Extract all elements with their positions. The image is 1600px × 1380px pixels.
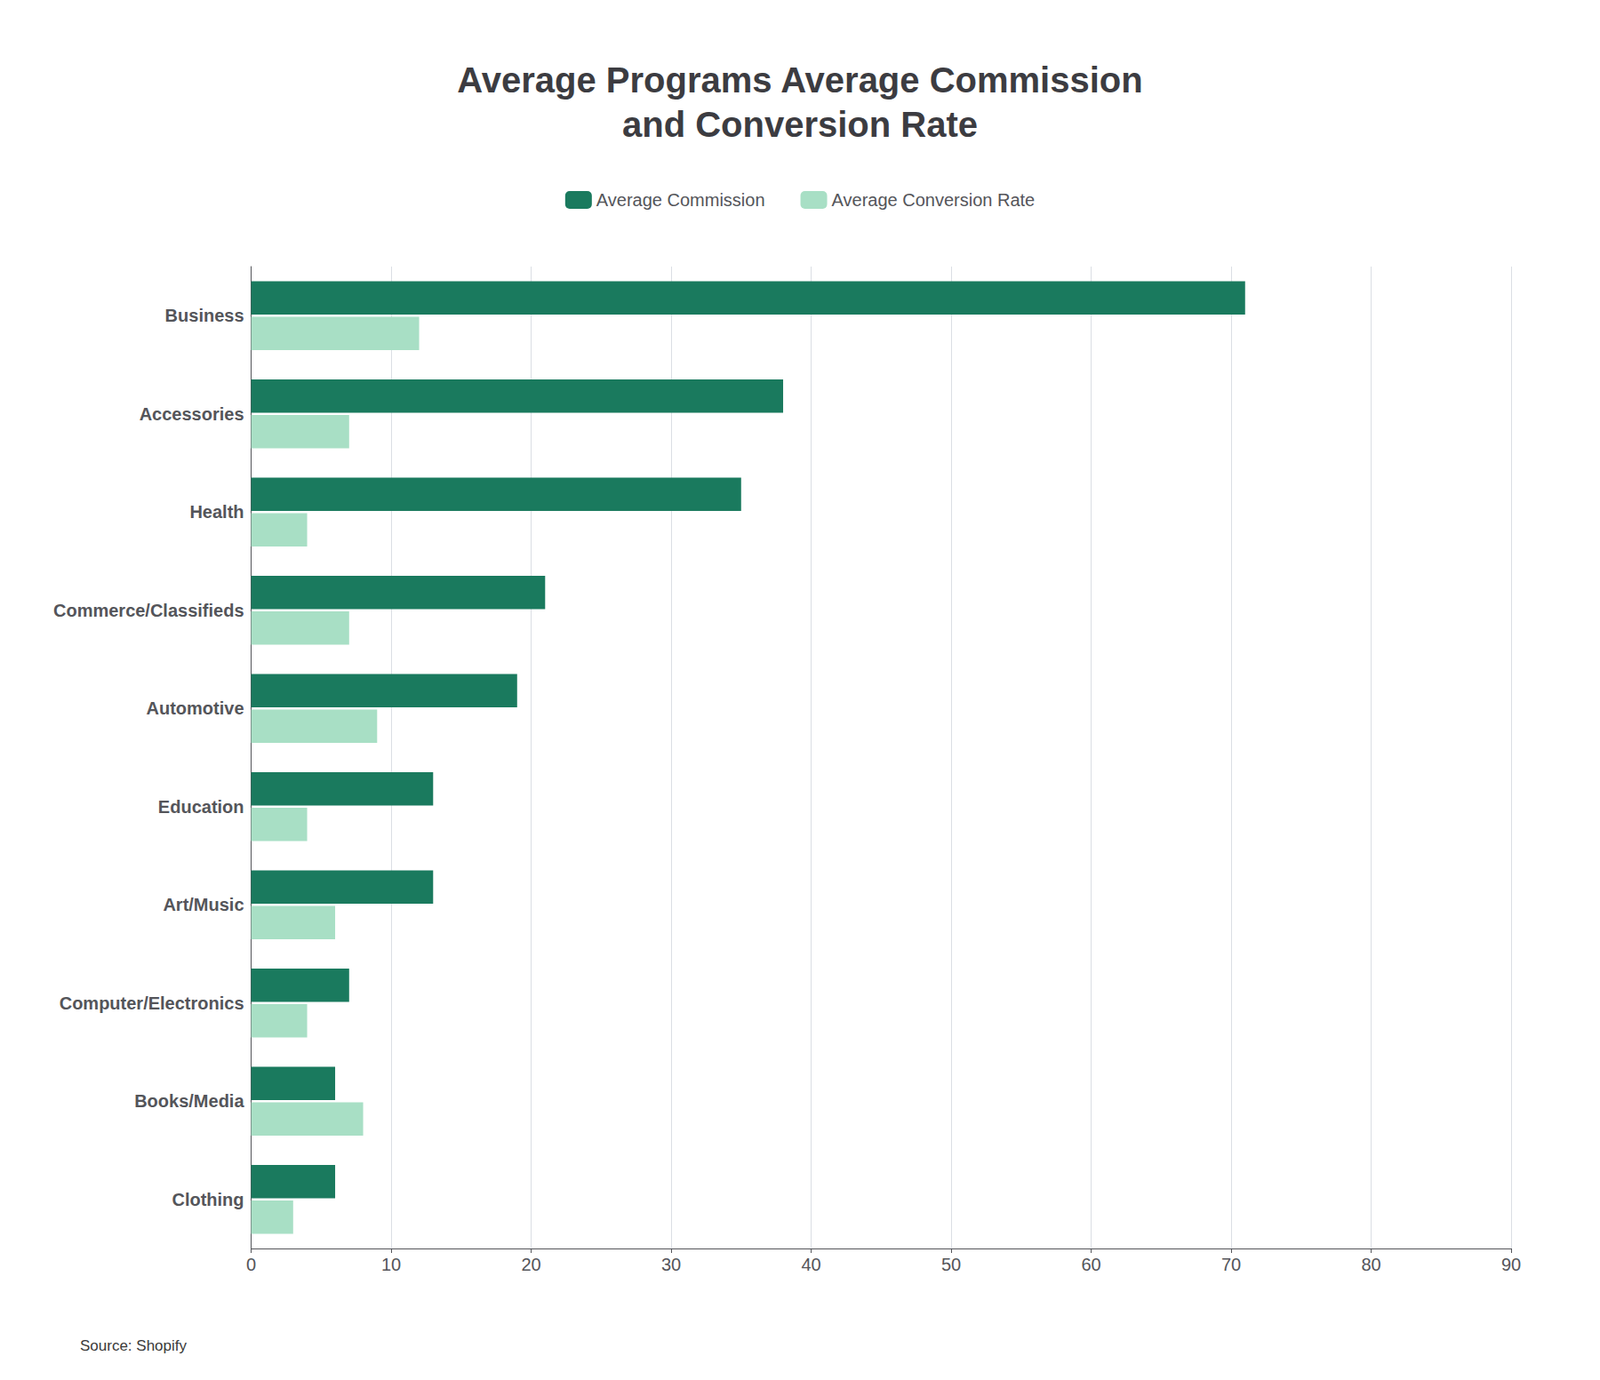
svg-text:90: 90 <box>1501 1255 1521 1275</box>
svg-text:Accessories: Accessories <box>139 404 245 424</box>
svg-text:40: 40 <box>800 1255 821 1275</box>
svg-text:Average Programs Average Commi: Average Programs Average Commission <box>456 60 1143 100</box>
svg-text:Automotive: Automotive <box>146 698 245 719</box>
svg-text:Average Conversion Rate: Average Conversion Rate <box>832 190 1036 210</box>
svg-text:Books/Media: Books/Media <box>134 1091 245 1112</box>
svg-text:Clothing: Clothing <box>171 1190 244 1210</box>
svg-text:50: 50 <box>941 1255 961 1275</box>
svg-text:Commerce/Classifieds: Commerce/Classifieds <box>53 600 245 621</box>
svg-text:Education: Education <box>158 797 245 817</box>
svg-text:Business: Business <box>165 305 245 326</box>
svg-text:Source: Shopify: Source: Shopify <box>80 1337 188 1355</box>
svg-text:Average Commission: Average Commission <box>596 190 766 210</box>
svg-text:Computer/Electronics: Computer/Electronics <box>59 993 245 1014</box>
svg-text:60: 60 <box>1080 1255 1101 1275</box>
svg-text:Art/Music: Art/Music <box>162 895 244 915</box>
svg-text:30: 30 <box>661 1255 681 1275</box>
svg-text:0: 0 <box>246 1255 256 1275</box>
svg-text:Health: Health <box>189 502 244 522</box>
svg-text:80: 80 <box>1360 1255 1381 1275</box>
svg-text:10: 10 <box>381 1255 401 1275</box>
svg-text:70: 70 <box>1221 1255 1241 1275</box>
svg-text:20: 20 <box>520 1255 541 1275</box>
svg-text:and Conversion Rate: and Conversion Rate <box>622 104 978 144</box>
